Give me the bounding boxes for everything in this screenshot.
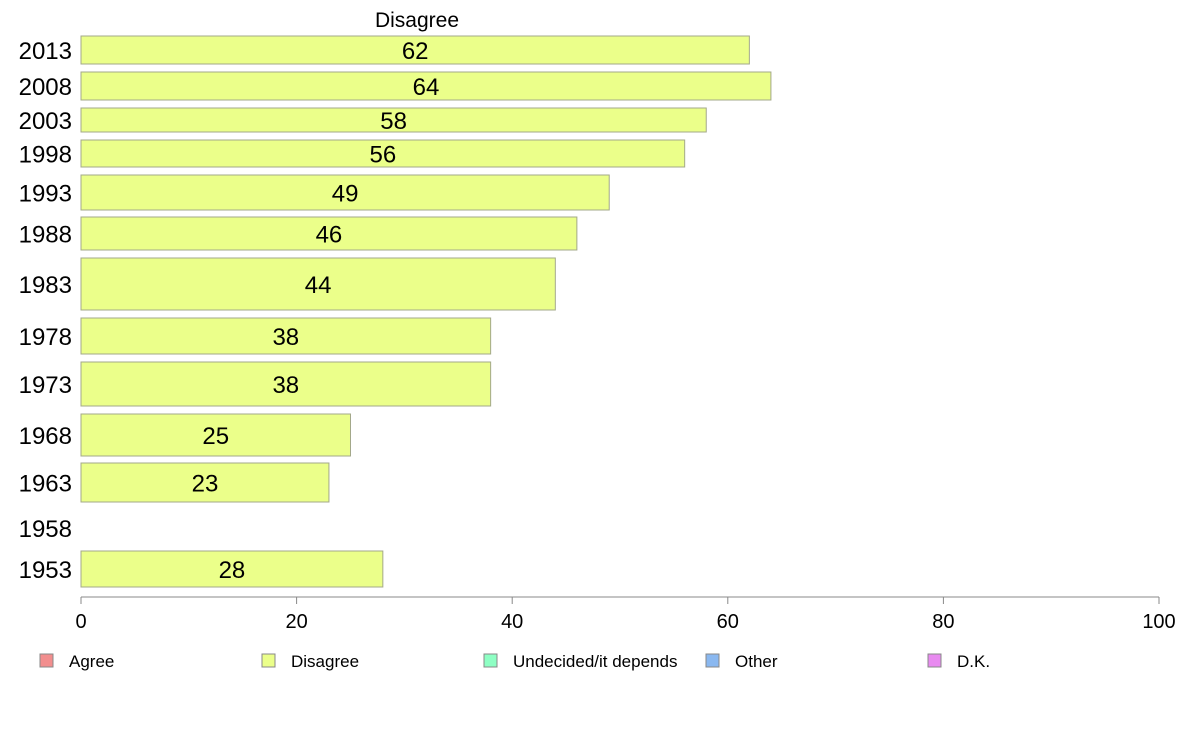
bar-value-label: 38 (272, 372, 299, 399)
bar (80, 257, 556, 311)
bar-value-label: 64 (413, 74, 440, 101)
category-label: 2003 (19, 108, 72, 135)
x-tick-label: 100 (1142, 611, 1175, 633)
bar (80, 550, 384, 588)
legend-swatch (927, 653, 942, 668)
x-tick-label: 80 (932, 611, 954, 633)
category-label: 1993 (19, 181, 72, 208)
x-tick-label: 40 (501, 611, 523, 633)
bar (80, 361, 492, 407)
bar-value-label: 25 (202, 423, 229, 450)
bar (80, 462, 330, 503)
bar (80, 317, 492, 355)
legend-swatch (39, 653, 54, 668)
x-tick-label: 20 (285, 611, 307, 633)
bar-value-label: 38 (272, 324, 299, 351)
x-axis: 0 20 40 60 80 100 (75, 596, 1176, 633)
legend-label: Agree (69, 652, 114, 671)
bar-value-label: 49 (332, 181, 359, 208)
bar-value-label: 44 (305, 272, 332, 299)
category-label: 1973 (19, 372, 72, 399)
category-labels: 2013 2008 2003 1998 1993 1988 1983 1978 1973 1968… (19, 38, 72, 584)
category-label: 1998 (19, 142, 72, 169)
bar (80, 216, 578, 251)
bar (80, 71, 772, 101)
legend-label: Disagree (291, 652, 359, 671)
legend-label: D.K. (957, 652, 990, 671)
chart-title: Disagree (375, 9, 459, 32)
bar (80, 107, 707, 133)
legend-label: Other (735, 652, 778, 671)
bar-value-label: 23 (192, 471, 219, 498)
category-label: 1958 (19, 516, 72, 543)
category-label: 1988 (19, 222, 72, 249)
legend-swatch (483, 653, 498, 668)
legend-label: Undecided/it depends (513, 652, 677, 671)
category-label: 1983 (19, 272, 72, 299)
legend: Agree Disagree Undecided/it depends Other D.… (39, 652, 990, 671)
bar-value-label: 56 (369, 142, 396, 169)
category-label: 1953 (19, 557, 72, 584)
bar (80, 139, 686, 168)
x-tick-label: 60 (717, 611, 739, 633)
category-label: 2013 (19, 38, 72, 65)
bar (80, 35, 750, 65)
category-label: 1968 (19, 423, 72, 450)
category-label: 1963 (19, 471, 72, 498)
bar (80, 174, 610, 211)
category-label: 1978 (19, 324, 72, 351)
legend-swatch (261, 653, 276, 668)
x-tick-label: 0 (75, 611, 86, 633)
bar-value-label: 62 (402, 38, 429, 65)
bar-value-label: 46 (316, 222, 343, 249)
bar-value-label: 58 (380, 108, 407, 135)
legend-swatch (705, 653, 720, 668)
bar-value-label: 28 (219, 557, 246, 584)
category-label: 2008 (19, 74, 72, 101)
bar (80, 413, 351, 457)
